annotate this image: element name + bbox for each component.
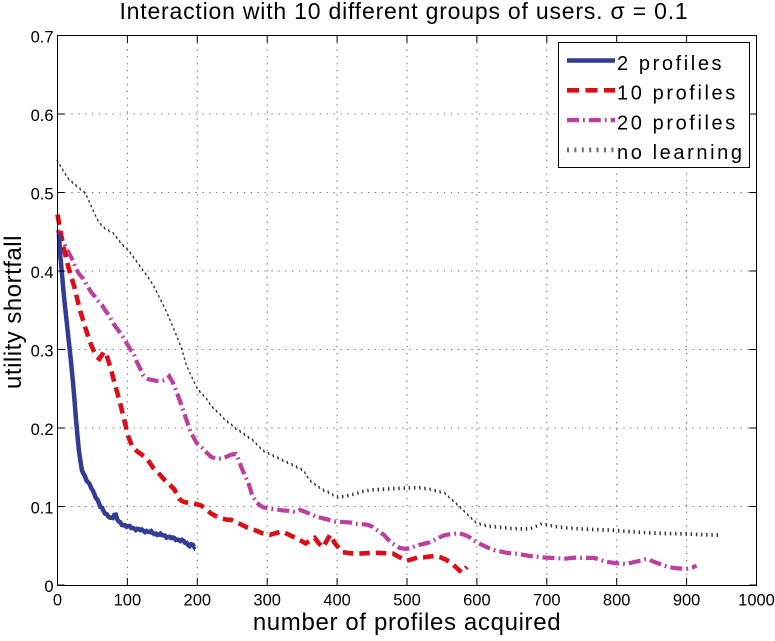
svg-text:0: 0 <box>53 592 62 610</box>
svg-text:0.1: 0.1 <box>31 499 54 517</box>
svg-text:500: 500 <box>393 592 421 610</box>
svg-text:200: 200 <box>184 592 212 610</box>
svg-text:0.5: 0.5 <box>31 185 54 203</box>
svg-text:2 profiles: 2 profiles <box>617 53 724 75</box>
svg-text:no learning: no learning <box>617 142 745 164</box>
svg-text:0.7: 0.7 <box>31 28 54 46</box>
svg-text:0.4: 0.4 <box>31 264 54 282</box>
svg-text:800: 800 <box>603 592 631 610</box>
svg-text:900: 900 <box>673 592 701 610</box>
svg-text:600: 600 <box>463 592 491 610</box>
svg-text:100: 100 <box>114 592 142 610</box>
svg-text:0.6: 0.6 <box>31 107 54 125</box>
svg-text:700: 700 <box>533 592 561 610</box>
svg-text:0.3: 0.3 <box>31 342 54 360</box>
svg-text:10 profiles: 10 profiles <box>617 83 738 105</box>
svg-text:Interaction with 10 different: Interaction with 10 different groups of … <box>119 0 688 24</box>
svg-text:0: 0 <box>44 578 53 596</box>
svg-text:1000: 1000 <box>738 592 775 610</box>
svg-text:20 profiles: 20 profiles <box>617 112 738 134</box>
svg-text:0.2: 0.2 <box>31 421 54 439</box>
svg-text:400: 400 <box>323 592 351 610</box>
svg-text:utility shortfall: utility shortfall <box>0 235 27 389</box>
svg-text:300: 300 <box>253 592 281 610</box>
svg-text:number of profiles acquired: number of profiles acquired <box>253 609 561 636</box>
